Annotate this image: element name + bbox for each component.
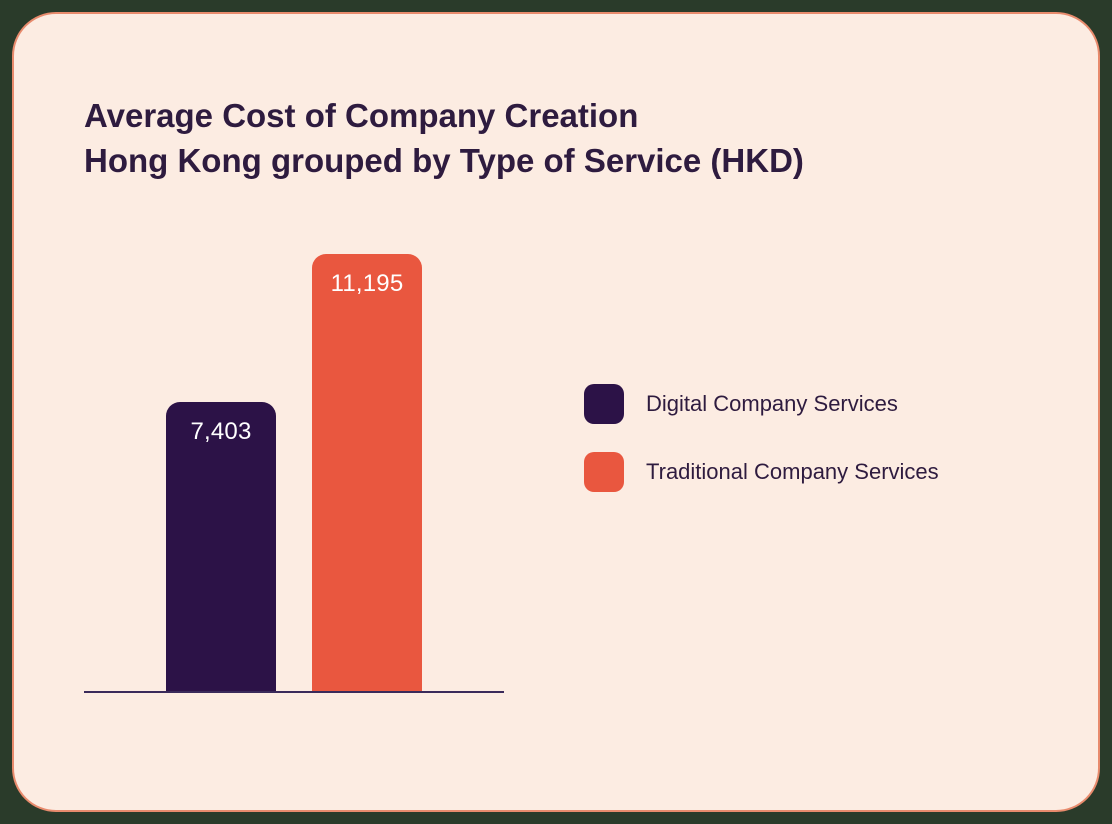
chart-card: Average Cost of Company Creation Hong Ko… (12, 12, 1100, 812)
bar-value-label: 7,403 (166, 418, 276, 446)
chart-bars: 7,403 11,195 (84, 254, 504, 691)
chart-baseline (84, 691, 504, 693)
chart-plot-area: 7,403 11,195 (84, 223, 504, 713)
chart-title-line1: Average Cost of Company Creation (84, 97, 638, 134)
legend-label: Digital Company Services (646, 391, 898, 417)
legend-swatch (584, 384, 624, 424)
legend-swatch (584, 452, 624, 492)
bar-traditional: 11,195 (312, 254, 422, 691)
legend-item-digital: Digital Company Services (584, 384, 939, 424)
bar-digital: 7,403 (166, 402, 276, 691)
chart-legend: Digital Company Services Traditional Com… (584, 384, 939, 492)
chart-row: 7,403 11,195 Digital Company Services Tr… (84, 223, 1028, 713)
legend-item-traditional: Traditional Company Services (584, 452, 939, 492)
legend-label: Traditional Company Services (646, 459, 939, 485)
chart-title: Average Cost of Company Creation Hong Ko… (84, 94, 1028, 183)
bar-value-label: 11,195 (312, 270, 422, 298)
chart-title-line2: Hong Kong grouped by Type of Service (HK… (84, 142, 804, 179)
